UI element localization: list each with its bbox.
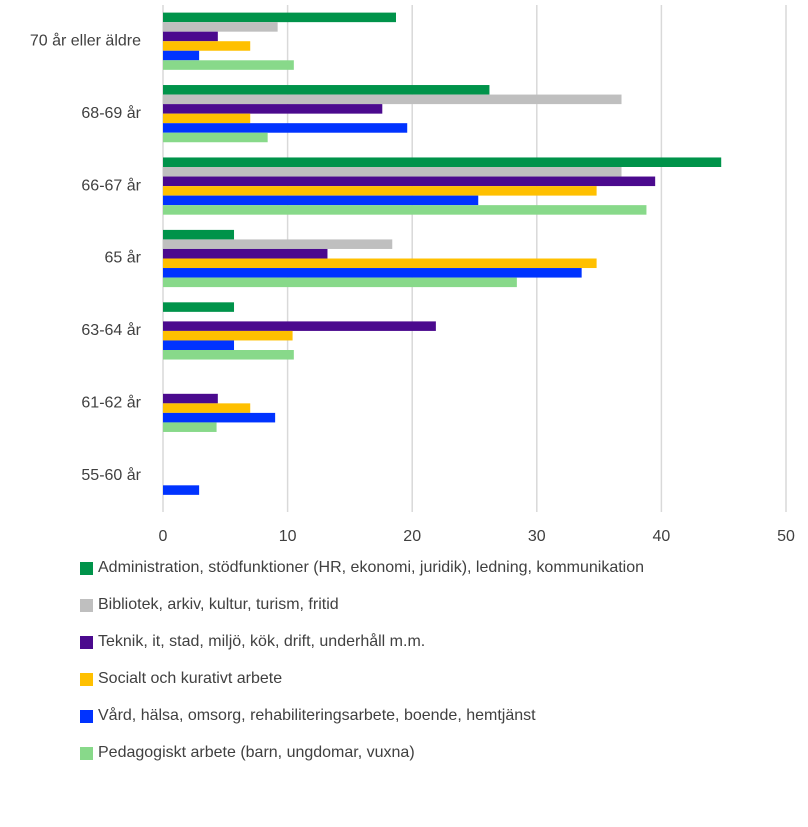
legend-swatch [80, 747, 93, 760]
bar [163, 330, 293, 341]
legend-swatch [80, 673, 93, 686]
legend-swatch [80, 710, 93, 723]
bar [163, 258, 597, 269]
bar [163, 485, 200, 495]
bar [163, 104, 383, 114]
bar [163, 157, 722, 167]
bar [163, 186, 597, 196]
y-tick-label: 66-67 år [81, 176, 141, 194]
bar [163, 113, 251, 124]
bar [163, 340, 235, 351]
bar [163, 12, 397, 23]
bar [163, 350, 294, 360]
bar [163, 60, 294, 70]
legend-swatch [80, 636, 93, 649]
legend-label: Administration, stödfunktioner (HR, ekon… [98, 559, 644, 576]
x-tick-label: 50 [777, 528, 795, 545]
bar [163, 22, 278, 32]
legend-label: Vård, hälsa, omsorg, rehabiliteringsarbe… [98, 706, 536, 724]
y-tick-label: 61-62 år [81, 394, 141, 412]
bar [163, 321, 436, 331]
bar [163, 41, 251, 51]
bar [163, 176, 656, 187]
bar [163, 268, 582, 278]
bar [163, 239, 393, 249]
bar [163, 412, 276, 423]
y-tick-label: 63-64 år [81, 321, 141, 339]
bar [163, 85, 490, 95]
legend-label: Bibliotek, arkiv, kultur, turism, fritid [98, 596, 339, 613]
y-tick-label: 55-60 år [81, 466, 141, 484]
bar [163, 248, 328, 259]
bar [163, 229, 235, 240]
legend-label: Teknik, it, stad, miljö, kök, drift, und… [98, 632, 425, 650]
bar [163, 302, 235, 312]
bar [163, 393, 218, 404]
x-tick-label: 40 [653, 528, 671, 545]
x-tick-label: 20 [403, 528, 421, 545]
y-tick-label: 70 år eller äldre [30, 31, 141, 49]
x-tick-label: 30 [528, 528, 546, 545]
y-tick-label: 68-69 år [81, 104, 141, 122]
bar [163, 94, 622, 105]
bar [163, 31, 218, 42]
bar [163, 403, 251, 413]
bar [163, 166, 622, 177]
bar [163, 422, 217, 432]
x-tick-label: 0 [159, 528, 168, 545]
legend-label: Pedagogiskt arbete (barn, ungdomar, vuxn… [98, 744, 415, 761]
legend-swatch [80, 562, 93, 575]
legend-label: Socialt och kurativt arbete [98, 670, 282, 687]
bar [163, 50, 200, 61]
x-tick-label: 10 [279, 528, 297, 545]
legend-swatch [80, 599, 93, 612]
bar [163, 205, 647, 215]
y-tick-label: 65 år [105, 249, 142, 267]
bar [163, 132, 268, 143]
bar [163, 123, 408, 133]
bar [163, 277, 517, 288]
bar [163, 195, 479, 206]
